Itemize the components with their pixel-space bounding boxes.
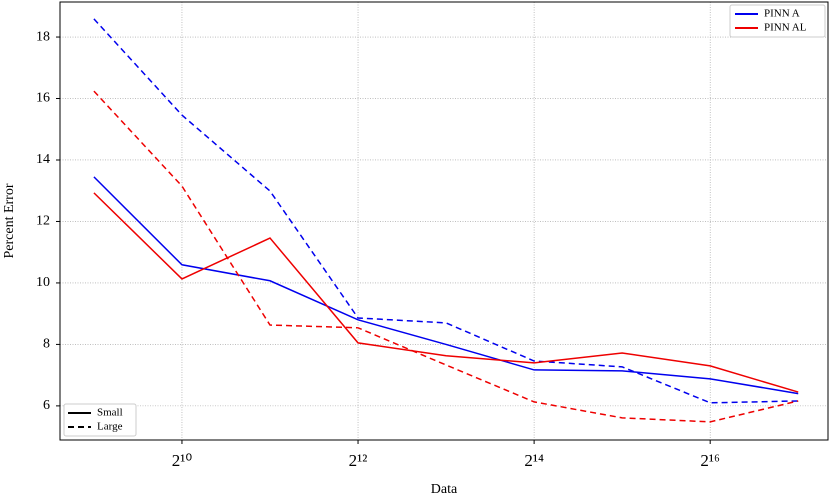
color-legend: PINN A PINN AL: [729, 4, 826, 38]
data-line: [93, 192, 799, 393]
y-tick-label: 6: [43, 398, 50, 413]
x-tick-label: 2¹⁶: [700, 451, 720, 470]
y-tick-label: 12: [36, 214, 50, 229]
y-axis-label: Percent Error: [2, 183, 17, 258]
data-line: [93, 90, 799, 423]
legend-label: PINN A: [764, 8, 800, 20]
x-tick-label: 2¹²: [349, 451, 368, 470]
data-line: [93, 18, 799, 404]
x-axis-label: Data: [431, 482, 458, 497]
y-tick-label: 18: [36, 29, 50, 44]
y-tick-label: 10: [36, 275, 50, 290]
x-tick-label: 2¹⁰: [172, 451, 193, 470]
data-line: [93, 176, 799, 395]
y-tick-label: 8: [43, 337, 50, 352]
y-tick-label: 14: [36, 152, 50, 167]
y-tick-label: 16: [36, 91, 50, 106]
legend-label: Large: [97, 421, 123, 433]
legend-label: Small: [97, 407, 123, 419]
plot-frame: [59, 1, 829, 441]
x-tick-label: 2¹⁴: [524, 451, 544, 470]
legend-label: PINN AL: [764, 22, 807, 34]
style-legend: Small Large: [63, 403, 137, 437]
